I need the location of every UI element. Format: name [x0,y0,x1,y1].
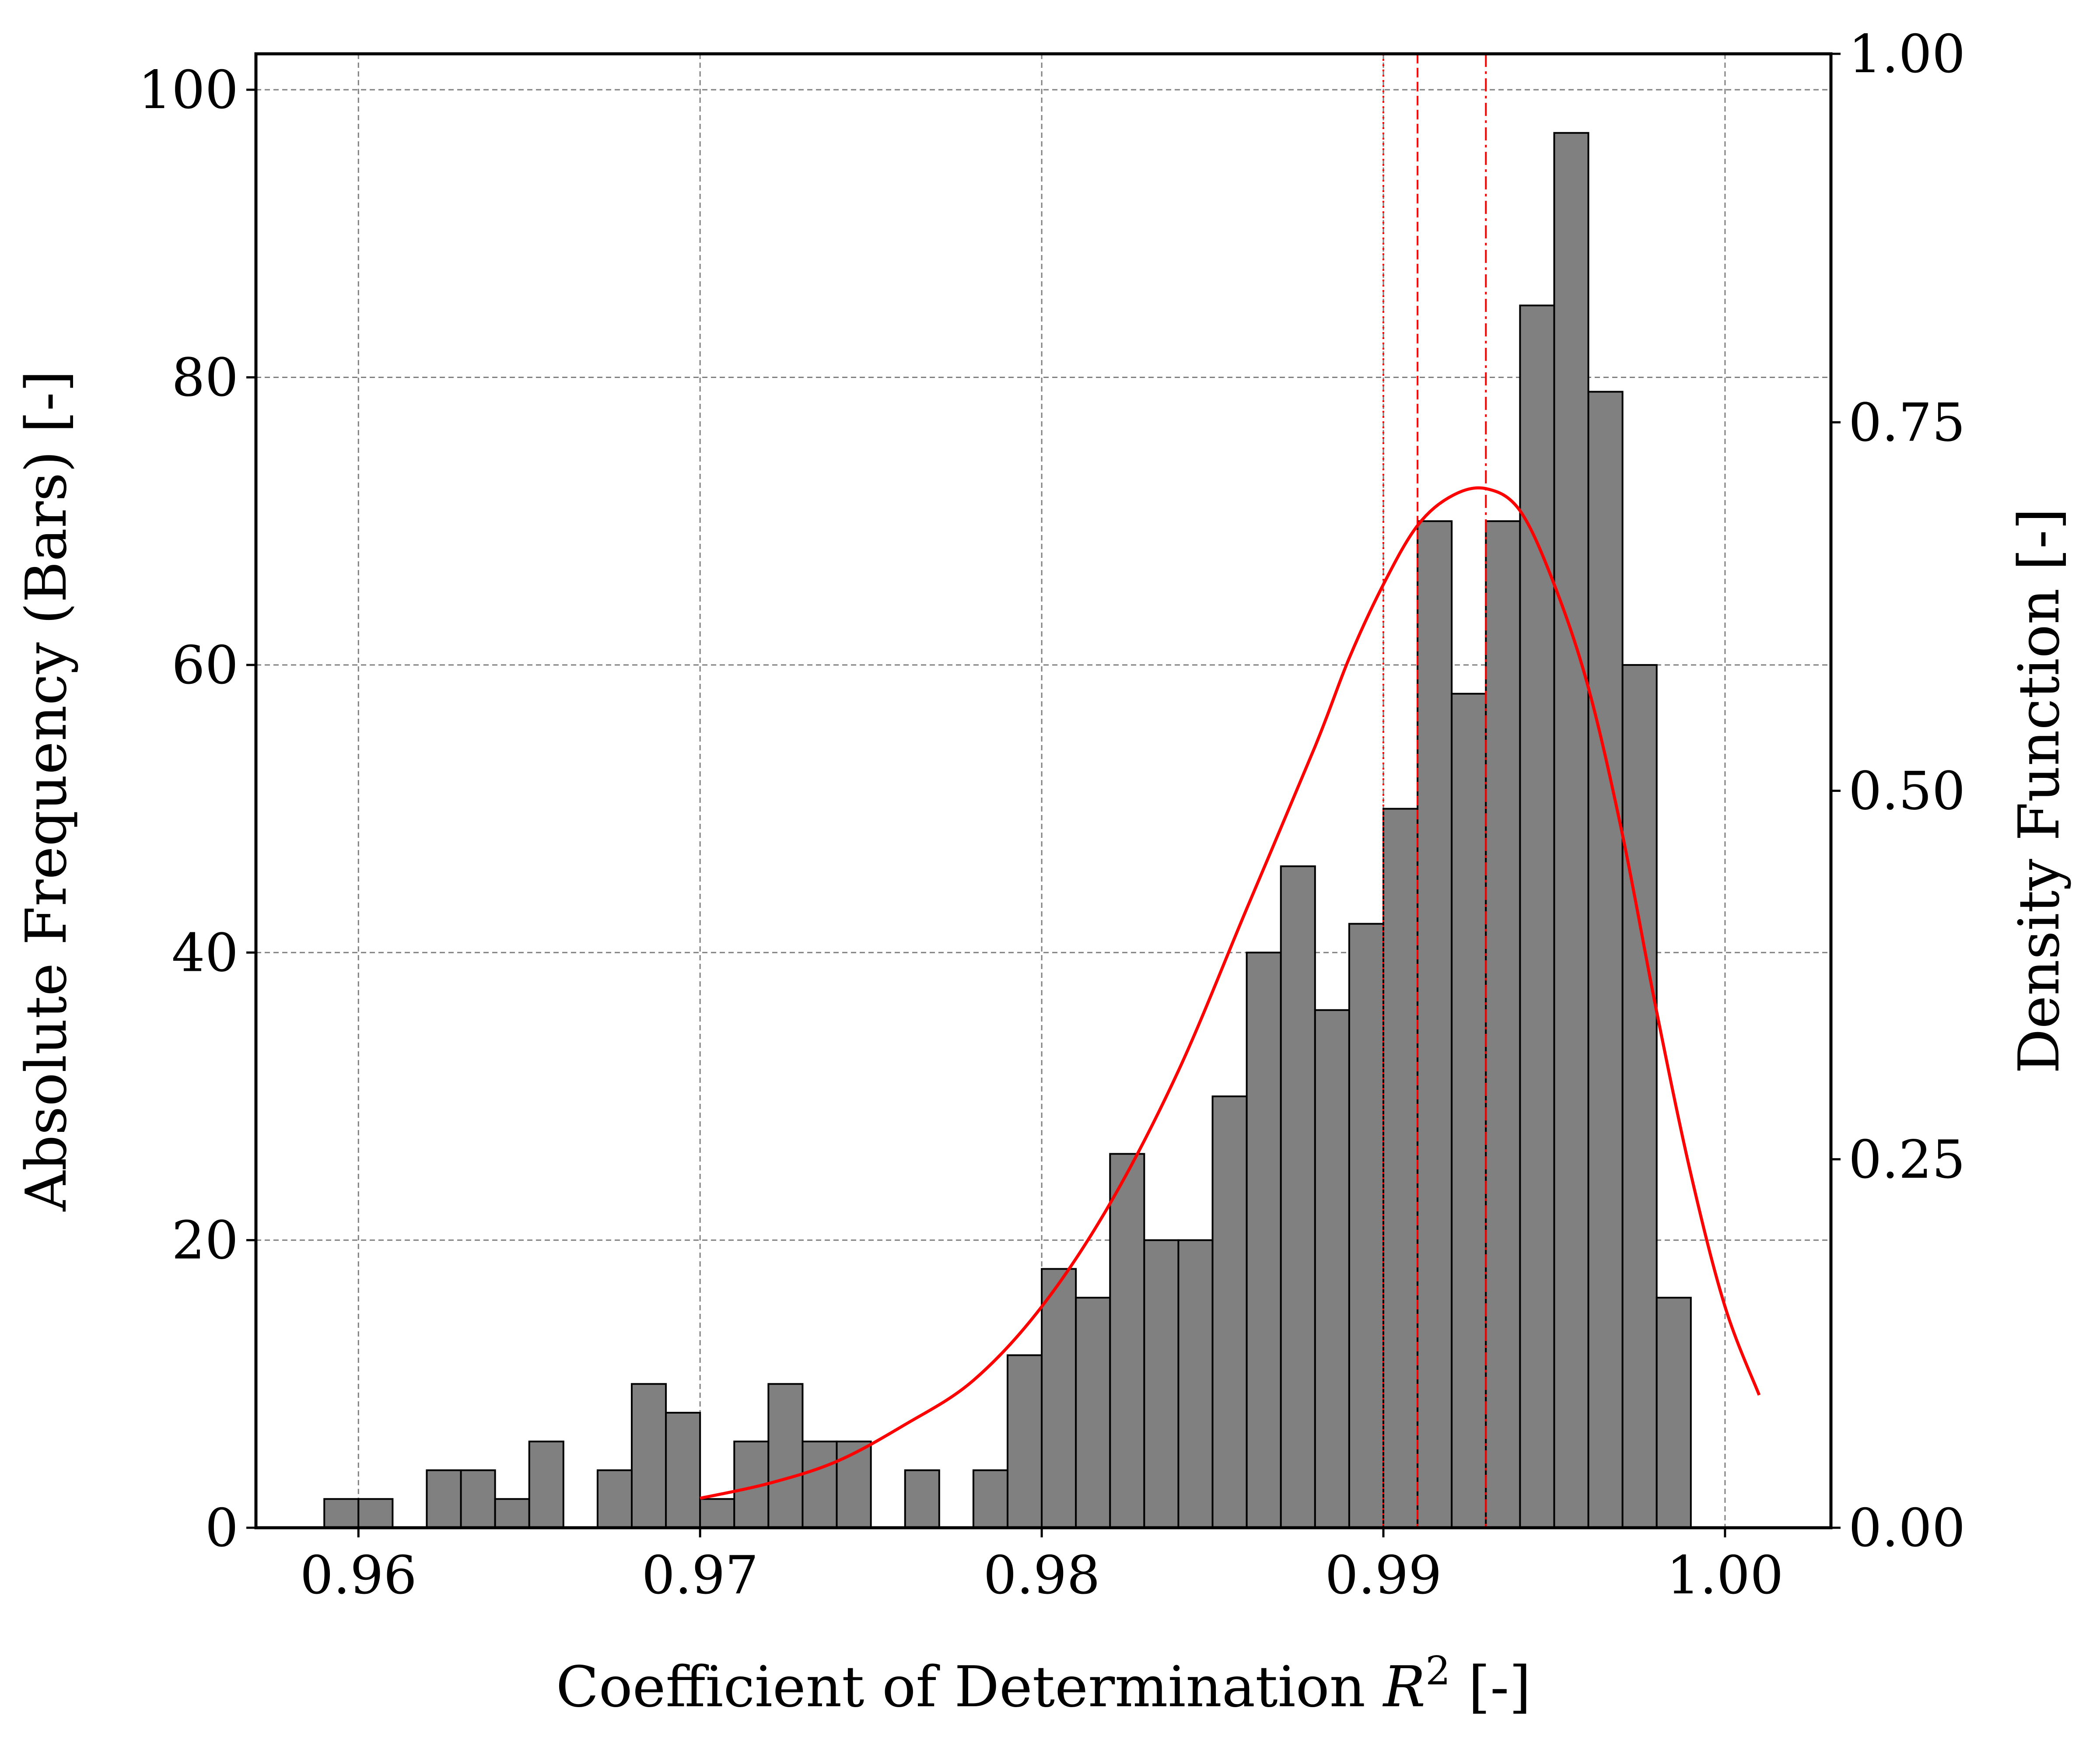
histogram-bar [904,1469,940,1529]
histogram-bar [631,1383,667,1529]
histogram-bar [1417,520,1453,1529]
y-tick-label: 0 [205,1498,238,1559]
histogram-bar [494,1498,530,1529]
histogram-bar [1075,1297,1111,1529]
histogram-bar [357,1498,394,1529]
y2-tick-label: 0.25 [1848,1130,1965,1190]
histogram-bar [1553,132,1589,1529]
x-axis-title-text: Coefficient of Determination [556,1655,1383,1720]
y2-tick-label: 1.00 [1848,24,1965,85]
histogram-bar [460,1469,496,1529]
x-axis-title-variable: R [1382,1655,1425,1720]
histogram-bar [665,1412,701,1529]
histogram-bar [1143,1239,1180,1529]
histogram-bar [1280,865,1316,1529]
histogram-bar [836,1440,872,1529]
x-axis-title-superscript: 2 [1425,1648,1450,1694]
histogram-bar [1246,952,1282,1529]
x-axis-title: Coefficient of Determination R2 [-] [556,1648,1531,1720]
y-tick-label: 20 [172,1211,238,1271]
x-tick-label: 0.98 [984,1545,1100,1606]
histogram-bar [1621,664,1658,1529]
y-tick-label: 80 [172,348,238,409]
histogram-bar [1041,1268,1077,1529]
histogram-bar [1007,1354,1043,1529]
x-axis-title-unit: [-] [1450,1655,1531,1720]
x-tick-label: 0.99 [1325,1545,1442,1606]
histogram-bar [528,1440,564,1529]
histogram-bar [596,1469,633,1529]
histogram-bar [767,1383,804,1529]
density-curve [700,486,1761,1500]
histogram-bar [1109,1153,1145,1529]
histogram-bar [426,1469,462,1529]
density-curve-layer [700,486,1761,1500]
x-tick-label: 1.00 [1666,1545,1783,1606]
histogram-bar [1314,1009,1350,1529]
histogram-bar [1211,1095,1248,1529]
ticks-layer: 0.96 0.97 0.98 0.99 1.00 0 20 40 60 80 100 0.00 0.25… [138,24,1965,1606]
y2-tick-label: 0.50 [1848,761,1965,822]
y-tick-label: 40 [172,923,238,984]
histogram-bar [1177,1239,1214,1529]
histogram-bar [802,1440,838,1529]
y-axis-title: Absolute Frequency (Bars) [-] [14,370,79,1211]
vlines-layer [1382,54,1487,1528]
x-tick-label: 0.96 [300,1545,417,1606]
histogram-bar [1348,923,1385,1529]
y2-axis-title: Density Function [-] [2007,508,2072,1074]
histogram-bar [1587,391,1624,1529]
histogram-bar [699,1498,735,1529]
histogram-bar [1382,808,1419,1529]
y2-tick-label: 0.75 [1848,392,1965,453]
histogram-bar [323,1498,360,1529]
y-tick-label: 100 [138,60,238,121]
x-tick-label: 0.97 [642,1545,759,1606]
histogram-bar [1656,1297,1692,1529]
histogram-bar [972,1469,1009,1529]
histogram-bar [1519,304,1555,1529]
histogram-bar [1485,520,1521,1529]
y-tick-label: 60 [172,635,238,696]
histogram-bar [1451,693,1487,1529]
y2-tick-label: 0.00 [1848,1498,1965,1559]
